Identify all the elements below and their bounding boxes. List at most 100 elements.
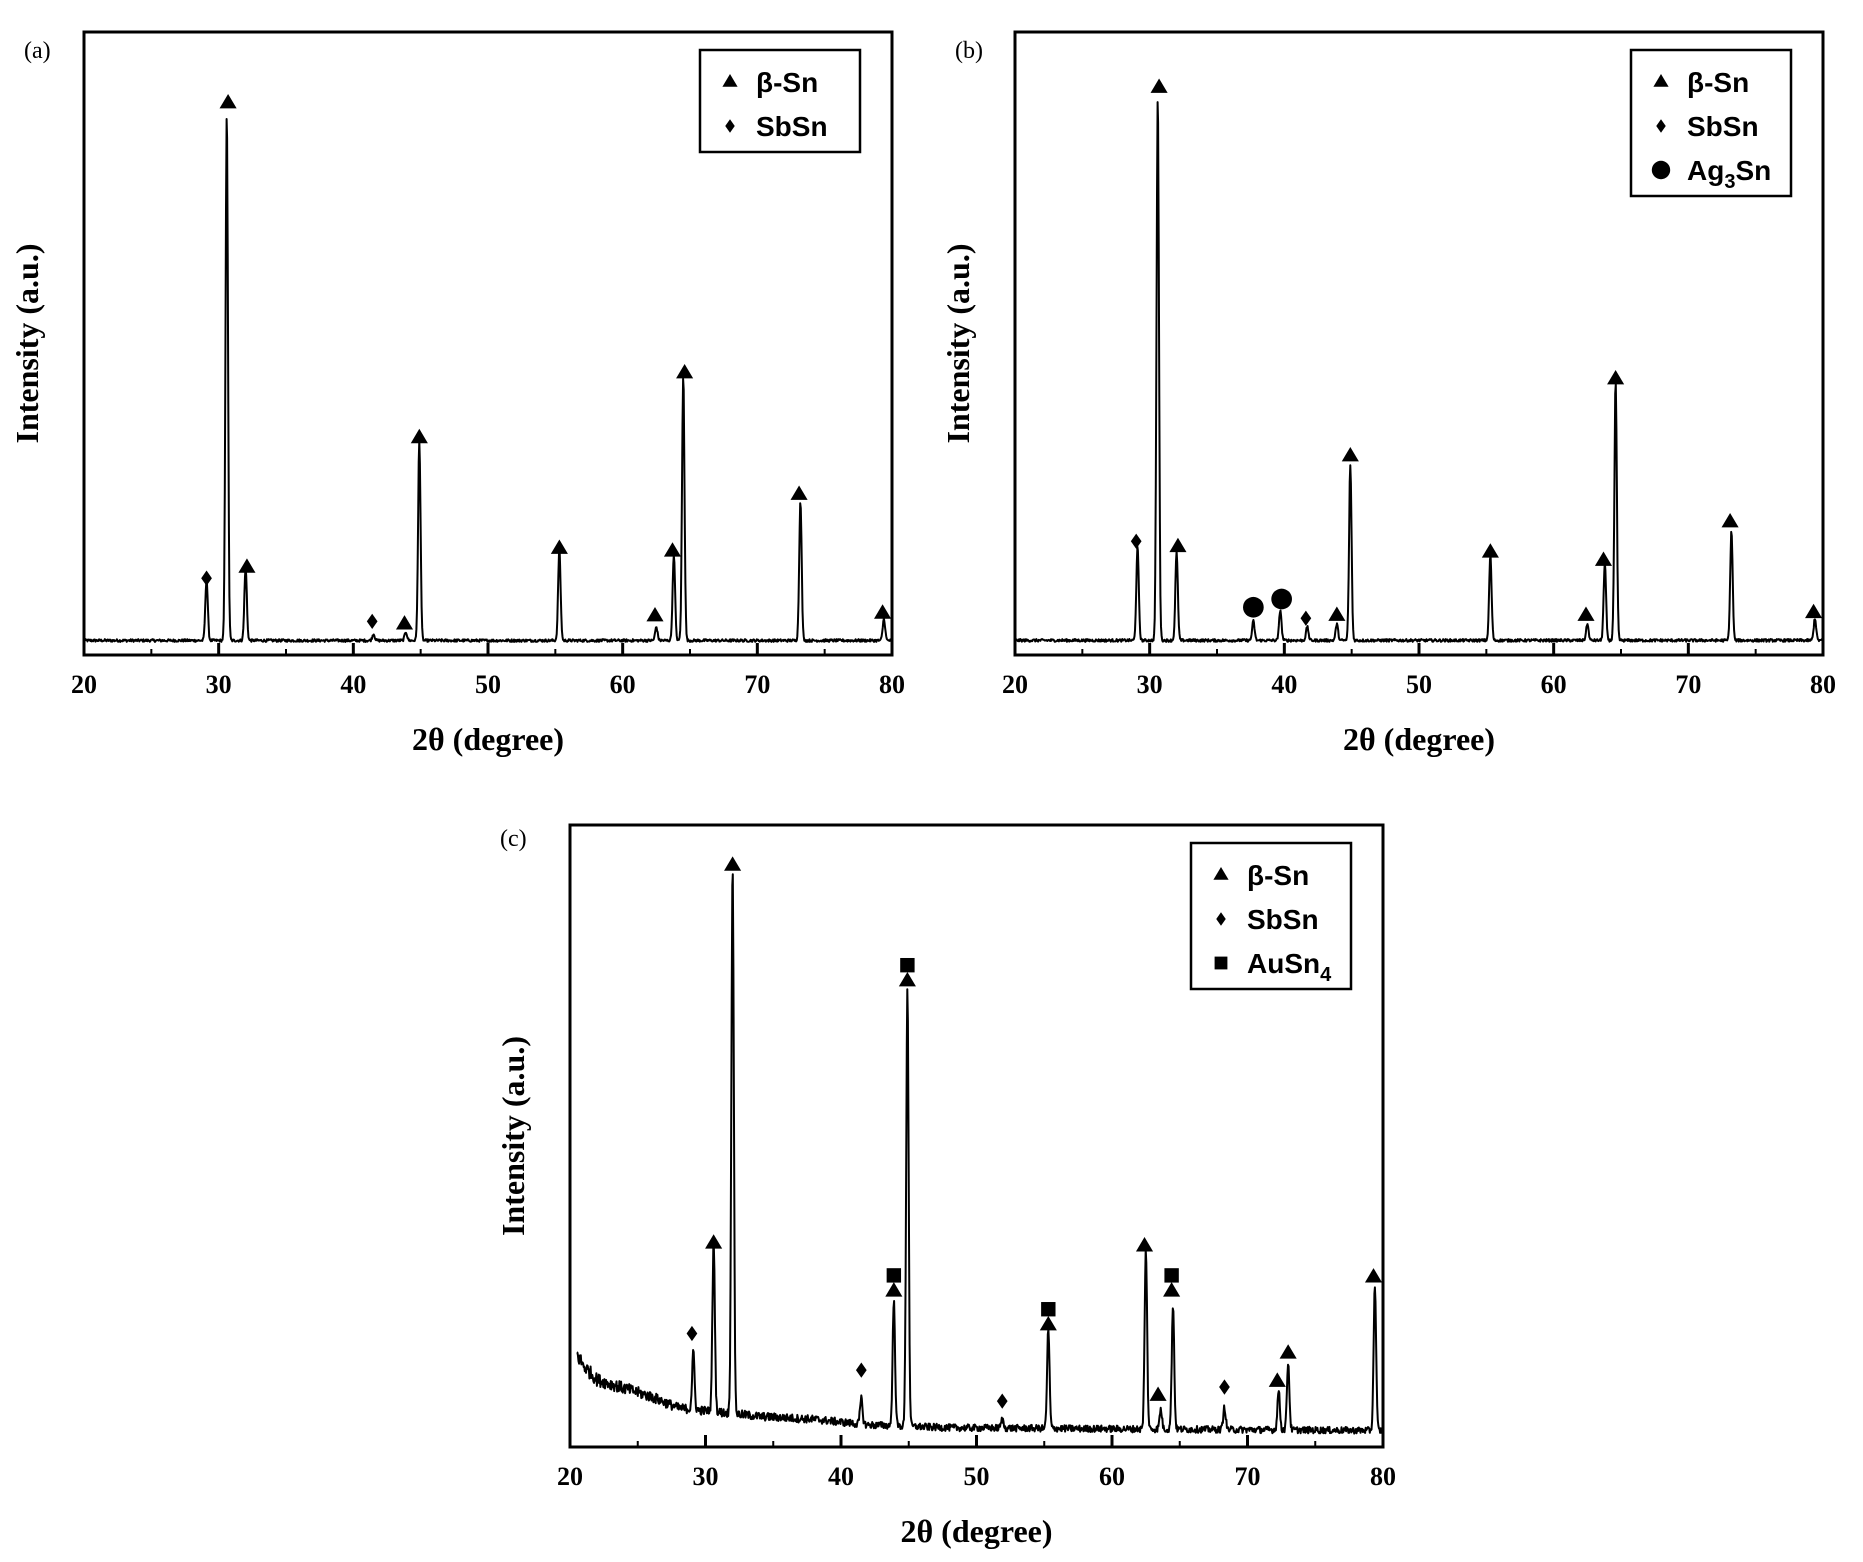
x-tick-label: 30 — [1137, 670, 1163, 699]
peak-marker-diamond — [1219, 1379, 1230, 1395]
peak-marker-triangle — [1163, 1282, 1181, 1297]
x-tick-label: 40 — [1271, 670, 1297, 699]
y-axis-label: Intensity (a.u.) — [9, 243, 45, 443]
legend-label-main: Ag — [1687, 155, 1724, 186]
legend-label-main: β-Sn — [756, 67, 818, 98]
x-axis-label: 2θ (degree) — [900, 1513, 1052, 1549]
peak-marker-triangle — [885, 1282, 903, 1297]
legend-marker-diamond — [1216, 912, 1226, 926]
peak-marker-diamond — [686, 1325, 698, 1342]
legend-label: β-Sn — [756, 67, 818, 98]
x-tick-label: 40 — [340, 670, 366, 699]
x-tick-label: 30 — [206, 670, 232, 699]
x-tick-label: 70 — [1235, 1462, 1261, 1491]
xrd-pattern-line — [83, 118, 893, 643]
peak-marker-diamond — [1130, 533, 1142, 549]
peak-marker-diamond — [201, 570, 212, 586]
legend-label-subscript: 4 — [1320, 964, 1332, 986]
peak-marker-triangle — [1364, 1268, 1383, 1283]
x-tick-label: 60 — [1099, 1462, 1125, 1491]
peak-marker-triangle — [1805, 603, 1823, 619]
x-tick-label: 50 — [964, 1462, 990, 1491]
panel-label: (b) — [955, 38, 983, 64]
peak-marker-diamond — [996, 1393, 1008, 1409]
x-tick-label: 30 — [693, 1462, 719, 1491]
peak-marker-triangle — [790, 485, 808, 500]
x-tick-label: 20 — [71, 670, 97, 699]
legend-marker-diamond — [1656, 119, 1666, 133]
peak-marker-triangle — [238, 558, 256, 573]
y-axis-label: Intensity (a.u.) — [940, 243, 976, 443]
peak-marker-triangle — [724, 856, 742, 871]
peak-marker-diamond — [366, 613, 378, 630]
peak-marker-triangle — [410, 428, 428, 444]
peak-marker-triangle — [1481, 543, 1499, 558]
x-tick-label: 50 — [1406, 670, 1432, 699]
x-tick-label: 20 — [1002, 670, 1028, 699]
peak-marker-triangle — [1135, 1237, 1154, 1252]
legend-label-suffix: Sn — [1735, 155, 1771, 186]
legend-marker-diamond — [725, 119, 735, 133]
peak-marker-triangle — [1268, 1372, 1286, 1387]
peak-marker-circle — [1243, 596, 1264, 618]
peak-marker-triangle — [1149, 1386, 1167, 1401]
xrd-pattern-line — [1014, 101, 1824, 643]
peak-marker-triangle — [1279, 1344, 1297, 1359]
x-tick-label: 40 — [828, 1462, 854, 1491]
legend-marker-triangle — [722, 74, 738, 87]
legend-label: Ag3Sn — [1687, 155, 1771, 193]
peak-marker-diamond — [1300, 610, 1312, 626]
legend-label-main: SbSn — [1687, 111, 1759, 142]
legend-label-subscript: 3 — [1724, 171, 1735, 193]
panel-label: (a) — [24, 38, 51, 64]
peak-marker-triangle — [1341, 447, 1359, 462]
x-axis-label: 2θ (degree) — [412, 721, 564, 757]
x-tick-label: 60 — [1541, 670, 1567, 699]
x-tick-label: 20 — [557, 1462, 583, 1491]
panel-label: (c) — [500, 826, 527, 852]
x-axis-label: 2θ (degree) — [1343, 721, 1495, 757]
legend-label: β-Sn — [1247, 860, 1309, 891]
x-tick-label: 80 — [1370, 1462, 1396, 1491]
chart-panel-c: (c) 20 30 40 50 60 70 80 2θ (degree) Intensity (a… — [495, 823, 1396, 1549]
x-tick-label: 50 — [475, 670, 501, 699]
peak-marker-triangle — [1721, 513, 1739, 528]
legend-marker-circle — [1651, 160, 1671, 180]
peak-marker-triangle — [219, 94, 237, 109]
peak-marker-triangle — [1169, 537, 1187, 553]
x-tick-label: 80 — [1810, 670, 1836, 699]
legend-label: SbSn — [1687, 111, 1759, 142]
legend-label: SbSn — [756, 111, 828, 142]
chart-panel-b: (b) 20 30 40 50 60 70 80 2θ (degree) Intensity (a… — [940, 30, 1836, 757]
legend-label: AuSn4 — [1247, 948, 1332, 986]
legend-box — [698, 48, 862, 154]
chart-panel-a: (a) 20 30 40 50 60 70 80 2θ (degree) Intensity (a… — [9, 30, 905, 757]
peak-marker-triangle — [1039, 1316, 1057, 1331]
peak-marker-triangle — [1150, 78, 1168, 93]
peak-marker-triangle — [550, 539, 568, 554]
legend-label-main: AuSn — [1247, 948, 1320, 979]
peak-marker-triangle — [1607, 370, 1625, 385]
legend-marker-triangle — [1213, 867, 1229, 880]
peak-marker-triangle — [1594, 551, 1613, 566]
peak-marker-circle — [1271, 588, 1292, 610]
legend-label-main: β-Sn — [1687, 67, 1749, 98]
legend-label-main: SbSn — [756, 111, 828, 142]
legend-label: SbSn — [1247, 904, 1319, 935]
xrd-pattern-line — [576, 873, 1384, 1435]
peak-marker-triangle — [1328, 606, 1346, 621]
peak-marker-triangle — [395, 615, 414, 630]
x-tick-label: 70 — [1675, 670, 1701, 699]
peak-marker-triangle — [663, 542, 682, 557]
x-tick-label: 70 — [744, 670, 770, 699]
peak-marker-diamond — [855, 1362, 867, 1378]
peak-marker-square — [900, 957, 915, 973]
peak-marker-square — [1164, 1268, 1179, 1283]
peak-marker-square — [886, 1268, 902, 1283]
x-tick-label: 80 — [879, 670, 905, 699]
y-axis-label: Intensity (a.u.) — [495, 1036, 531, 1236]
legend-label-main: β-Sn — [1247, 860, 1309, 891]
legend-marker-square — [1214, 956, 1228, 970]
peak-marker-triangle — [874, 604, 892, 619]
